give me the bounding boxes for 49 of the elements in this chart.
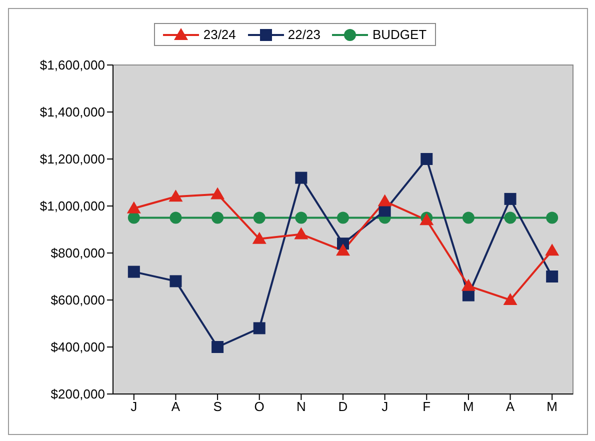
point <box>253 212 266 224</box>
point <box>253 322 266 334</box>
point <box>168 190 183 202</box>
point <box>252 232 266 244</box>
point <box>545 244 560 256</box>
point <box>504 212 516 224</box>
point <box>295 172 308 184</box>
x-tick-label: A <box>506 399 515 414</box>
point <box>546 270 558 282</box>
point <box>294 227 308 240</box>
x-tick-label: J <box>382 399 388 414</box>
x-tick-label: O <box>254 399 264 414</box>
point <box>128 266 140 278</box>
y-tick-label: $800,000 <box>50 246 105 261</box>
point <box>126 201 141 214</box>
x-tick-label: M <box>463 399 474 414</box>
point <box>504 192 516 205</box>
point <box>295 212 308 224</box>
point <box>503 293 518 305</box>
point <box>128 212 140 224</box>
x-tick-label: M <box>546 399 558 414</box>
legend-label: 23/24 <box>203 27 236 42</box>
point <box>170 212 182 224</box>
point <box>378 194 392 206</box>
point <box>210 187 225 200</box>
point <box>336 244 350 256</box>
legend-label: 22/23 <box>288 27 320 42</box>
point <box>212 212 224 224</box>
y-tick-label: $1,000,000 <box>40 198 105 214</box>
point <box>462 212 474 224</box>
legend-label: BUDGET <box>372 27 427 42</box>
x-tick-label: J <box>130 399 138 414</box>
point <box>420 153 433 165</box>
y-tick-label: $1,600,000 <box>40 58 105 73</box>
point <box>212 341 224 353</box>
point <box>170 275 182 288</box>
x-tick-label: S <box>213 399 222 414</box>
y-tick-label: $600,000 <box>50 292 105 308</box>
x-tick-label: A <box>171 399 180 414</box>
point <box>461 278 476 291</box>
y-tick-label: $400,000 <box>50 340 105 355</box>
y-tick-label: $200,000 <box>50 386 105 402</box>
x-tick-label: F <box>422 399 431 414</box>
y-tick-label: $1,400,000 <box>40 104 105 120</box>
x-tick-label: N <box>296 399 306 414</box>
point <box>337 212 349 224</box>
x-tick-label: D <box>338 399 348 414</box>
point <box>546 212 558 224</box>
y-tick-label: $1,200,000 <box>40 152 105 167</box>
